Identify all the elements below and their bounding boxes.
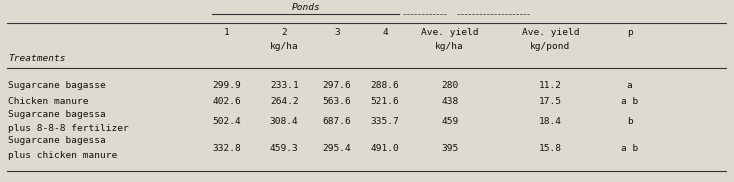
Text: 502.4: 502.4 bbox=[212, 117, 241, 126]
Text: plus chicken manure: plus chicken manure bbox=[8, 151, 117, 160]
Text: 11.2: 11.2 bbox=[539, 81, 562, 90]
Text: Sugarcane bagessa: Sugarcane bagessa bbox=[8, 110, 106, 119]
Text: 17.5: 17.5 bbox=[539, 97, 562, 106]
Text: Chicken manure: Chicken manure bbox=[8, 97, 89, 106]
Text: Ave. yield: Ave. yield bbox=[522, 28, 579, 37]
Text: 395: 395 bbox=[441, 144, 458, 153]
Text: 18.4: 18.4 bbox=[539, 117, 562, 126]
Text: 1: 1 bbox=[224, 28, 230, 37]
Text: 459.3: 459.3 bbox=[270, 144, 299, 153]
Text: Ave. yield: Ave. yield bbox=[421, 28, 479, 37]
Text: b: b bbox=[627, 117, 633, 126]
Text: 563.6: 563.6 bbox=[322, 97, 351, 106]
Text: a b: a b bbox=[621, 144, 638, 153]
Text: Sugarcane bagessa: Sugarcane bagessa bbox=[8, 136, 106, 145]
Text: 280: 280 bbox=[441, 81, 458, 90]
Text: kg/ha: kg/ha bbox=[270, 42, 299, 51]
Text: 297.6: 297.6 bbox=[322, 81, 351, 90]
Text: Ponds: Ponds bbox=[291, 3, 320, 12]
Text: p: p bbox=[627, 28, 633, 37]
Text: 15.8: 15.8 bbox=[539, 144, 562, 153]
Text: 3: 3 bbox=[334, 28, 340, 37]
Text: Treatments: Treatments bbox=[8, 54, 65, 63]
Text: 438: 438 bbox=[441, 97, 458, 106]
Text: 332.8: 332.8 bbox=[212, 144, 241, 153]
Text: a b: a b bbox=[621, 97, 638, 106]
Text: 459: 459 bbox=[441, 117, 458, 126]
Text: kg/ha: kg/ha bbox=[435, 42, 464, 51]
Text: 295.4: 295.4 bbox=[322, 144, 351, 153]
Text: Sugarcane bagasse: Sugarcane bagasse bbox=[8, 81, 106, 90]
Text: a: a bbox=[627, 81, 633, 90]
Text: 299.9: 299.9 bbox=[212, 81, 241, 90]
Text: 491.0: 491.0 bbox=[371, 144, 399, 153]
Text: 233.1: 233.1 bbox=[270, 81, 299, 90]
Text: 308.4: 308.4 bbox=[270, 117, 299, 126]
Text: 264.2: 264.2 bbox=[270, 97, 299, 106]
Text: 335.7: 335.7 bbox=[371, 117, 399, 126]
Text: plus 8-8-8 fertilizer: plus 8-8-8 fertilizer bbox=[8, 124, 128, 133]
Text: 288.6: 288.6 bbox=[371, 81, 399, 90]
Text: 402.6: 402.6 bbox=[212, 97, 241, 106]
Text: kg/pond: kg/pond bbox=[530, 42, 570, 51]
Text: 4: 4 bbox=[382, 28, 388, 37]
Text: 521.6: 521.6 bbox=[371, 97, 399, 106]
Text: 687.6: 687.6 bbox=[322, 117, 351, 126]
Text: 2: 2 bbox=[281, 28, 287, 37]
